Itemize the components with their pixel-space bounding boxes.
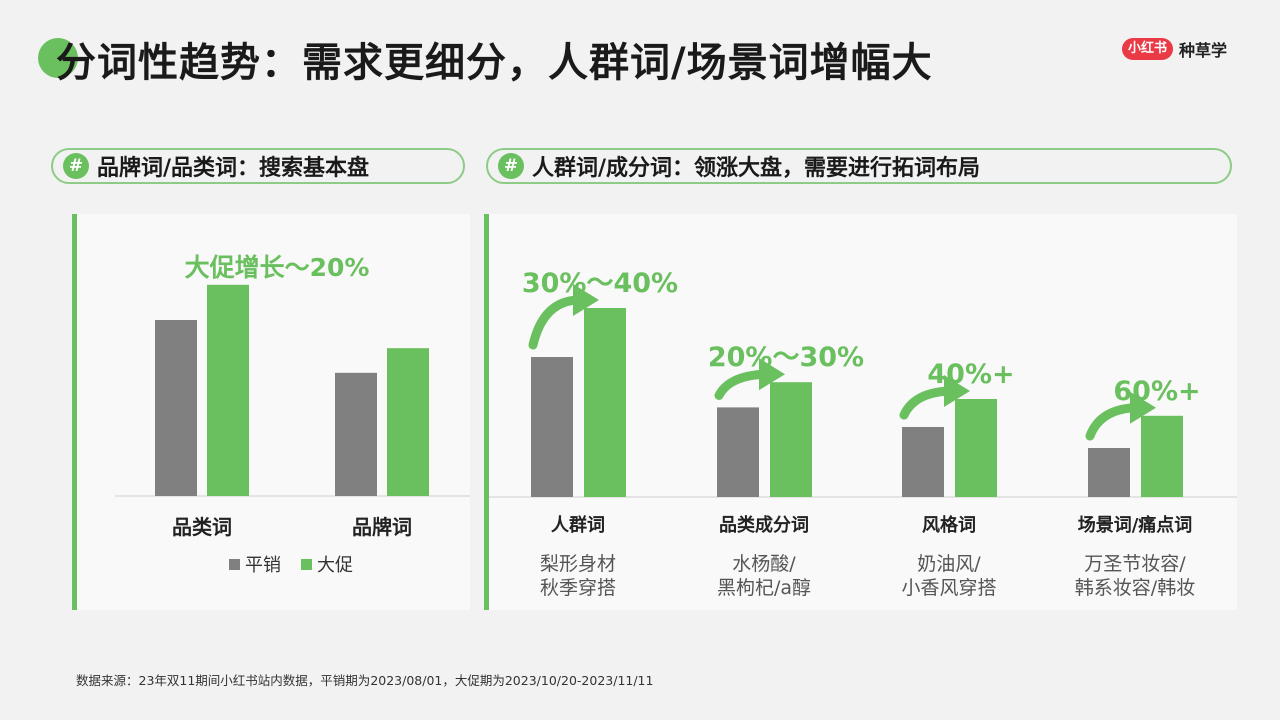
growth-arrow-icon [714,369,768,400]
data-source-note: 数据来源：23年双11期间小红书站内数据，平销期为2023/08/01，大促期为… [76,673,654,688]
growth-arrowhead-icon [944,375,970,407]
legend-swatch-promo [301,559,312,570]
category-example: 奶油风/ [917,553,981,575]
bar [531,357,573,497]
category-example: 水杨酸/ [732,553,796,575]
category-example: 秋季穿搭 [540,577,616,599]
hashtag-icon: # [498,153,524,179]
bar [207,284,249,496]
legend-label-promo: 大促 [317,555,353,576]
category-label: 场景词/痛点词 [1078,514,1193,536]
section-pill-audience-label: 人群词/成分词：领涨大盘，需要进行拓词布局 [532,156,981,181]
hashtag-icon: # [63,153,89,179]
bar [1141,415,1183,497]
brand-logo: 小红书 [1122,38,1174,60]
chart-panel-brand: 品类词 品牌词 大促增长～20% 平销 大促 [72,214,470,610]
section-pill-brand: # 品牌词/品类词：搜索基本盘 [51,148,465,184]
growth-arrow-icon [899,386,953,420]
legend-swatch-regular [229,559,240,570]
category-label: 风格词 [922,514,976,536]
category-label: 品类词 [172,515,232,539]
growth-arrowhead-icon [573,284,599,316]
bar [1088,448,1130,497]
bar [335,372,377,496]
growth-arrowhead-icon [759,358,785,391]
bar [955,399,997,497]
category-label: 品类成分词 [719,514,809,536]
category-label: 人群词 [551,514,605,536]
growth-arrow-icon [528,295,582,350]
category-example: 万圣节妆容/ [1084,553,1186,575]
growth-arrowhead-icon [1130,391,1156,424]
bar [770,382,812,497]
growth-label: 40%+ [927,359,1014,390]
section-pill-brand-label: 品牌词/品类词：搜索基本盘 [97,156,370,181]
chart-panel-audience: 30%～40% 人群词梨形身材 秋季穿搭 20%～30% 品类成分词水杨酸/黑枸杞/a醇… [484,214,1237,610]
title-accent-dot [38,38,78,78]
brand-slogan: 种草学 [1179,41,1228,60]
growth-label: 20%～30% [708,342,864,373]
growth-label: 30%～40% [522,268,678,299]
section-pill-audience: # 人群词/成分词：领涨大盘，需要进行拓词布局 [486,148,1232,184]
category-label: 品牌词 [352,515,412,539]
category-example: 黑枸杞/a醇 [717,577,811,599]
legend-label-regular: 平销 [245,555,281,576]
bar [155,320,197,496]
category-example: 韩系妆容/韩妆 [1075,577,1195,599]
growth-annotation: 大促增长～20% [185,253,370,282]
page-title: 分词性趋势：需求更细分，人群词/场景词增幅大 [56,40,933,86]
category-example: 梨形身材 [540,553,616,575]
bar [902,427,944,497]
bar [387,348,429,496]
bar-chart-brand: 品类词 品牌词 大促增长～20% 平销 大促 [115,253,470,576]
bar [717,407,759,497]
brand: 小红书 种草学 [1122,37,1227,61]
bar [584,308,626,497]
growth-label: 60%+ [1113,376,1200,407]
growth-arrow-icon [1085,403,1139,441]
category-example: 小香风穿搭 [901,577,996,599]
